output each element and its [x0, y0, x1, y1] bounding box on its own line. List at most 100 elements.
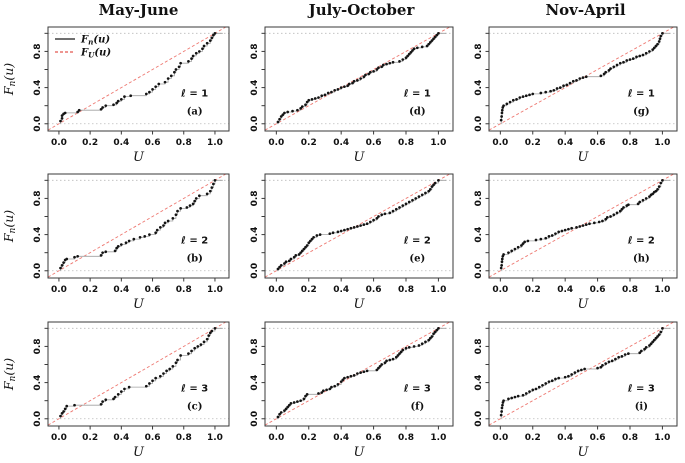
svg-text:0.6: 0.6 [590, 433, 606, 443]
svg-text:0.6: 0.6 [366, 285, 382, 295]
lag-label: ℓ = 2 [627, 236, 655, 247]
svg-text:0.8: 0.8 [622, 433, 638, 443]
svg-text:1.0: 1.0 [654, 433, 670, 443]
svg-text:0.0: 0.0 [250, 411, 260, 427]
lag-label: ℓ = 2 [403, 236, 431, 247]
x-axis-label: U [578, 297, 590, 312]
panel-letter: (b) [186, 254, 202, 265]
ecdf-panel-h: 0.0 0.2 0.4 0.6 0.8 1.0 0.0 0.4 0.8 Uℓ = 2 (h) [474, 173, 678, 312]
svg-text:1.0: 1.0 [654, 285, 670, 295]
svg-text:0.0: 0.0 [474, 263, 484, 279]
panel-letter: (h) [633, 254, 650, 265]
svg-text:0.0: 0.0 [33, 411, 43, 427]
svg-text:0.0: 0.0 [474, 411, 484, 427]
svg-text:1.0: 1.0 [207, 433, 223, 443]
lag-label: ℓ = 1 [180, 89, 208, 100]
svg-text:0.0: 0.0 [33, 263, 43, 279]
x-axis-label: U [354, 297, 366, 312]
svg-text:0.8: 0.8 [398, 433, 414, 443]
svg-text:0.4: 0.4 [113, 285, 129, 295]
column-title-may-june: May-June [98, 1, 179, 19]
svg-text:0.8: 0.8 [176, 285, 192, 295]
svg-text:1.0: 1.0 [207, 285, 223, 295]
x-axis-label: U [578, 150, 590, 165]
svg-text:0.4: 0.4 [474, 227, 484, 243]
panel-letter: (d) [409, 107, 425, 118]
column-title-july-october: July-October [308, 1, 415, 19]
svg-text:0.4: 0.4 [250, 227, 260, 243]
svg-text:0.2: 0.2 [525, 285, 541, 295]
lag-label: ℓ = 3 [180, 384, 208, 395]
svg-text:0.2: 0.2 [82, 433, 98, 443]
ecdf-panel-b: 0.0 0.2 0.4 0.6 0.8 1.0 0.0 0.4 0.8 U Fn(u) ℓ = 2 (b… [1, 173, 230, 312]
svg-text:0.6: 0.6 [145, 138, 161, 148]
svg-text:0.8: 0.8 [398, 285, 414, 295]
svg-text:0.0: 0.0 [492, 433, 508, 443]
svg-text:0.8: 0.8 [250, 190, 260, 206]
svg-text:1.0: 1.0 [430, 285, 446, 295]
svg-text:1.0: 1.0 [430, 138, 446, 148]
x-axis-label: U [354, 150, 366, 165]
ecdf-panel-i: 0.0 0.2 0.4 0.6 0.8 1.0 0.0 0.4 0.8 Uℓ = 3 (i) [474, 321, 678, 460]
svg-text:0.0: 0.0 [51, 433, 67, 443]
svg-text:0.8: 0.8 [33, 190, 43, 206]
svg-text:0.2: 0.2 [301, 285, 317, 295]
svg-text:0.8: 0.8 [250, 43, 260, 59]
ecdf-panel-a: 0.0 0.2 0.4 0.6 0.8 1.0 0.0 0.4 0.8 U Fn(u) ℓ = 1 (a… [1, 26, 230, 165]
svg-text:0.0: 0.0 [250, 116, 260, 132]
x-axis-label: U [578, 445, 590, 460]
svg-text:0.0: 0.0 [492, 138, 508, 148]
svg-text:0.4: 0.4 [474, 375, 484, 391]
svg-text:0.4: 0.4 [113, 433, 129, 443]
panel-letter: (g) [633, 107, 649, 118]
svg-text:0.4: 0.4 [333, 285, 349, 295]
svg-text:0.0: 0.0 [51, 285, 67, 295]
svg-text:0.2: 0.2 [525, 433, 541, 443]
svg-text:0.4: 0.4 [474, 80, 484, 96]
svg-text:1.0: 1.0 [654, 138, 670, 148]
svg-text:0.4: 0.4 [113, 138, 129, 148]
svg-text:0.2: 0.2 [82, 285, 98, 295]
svg-text:0.8: 0.8 [474, 338, 484, 354]
svg-text:0.6: 0.6 [590, 138, 606, 148]
panel-letter: (c) [187, 402, 203, 413]
y-axis-label: Fn(u) [1, 358, 18, 391]
svg-text:0.4: 0.4 [33, 375, 43, 391]
svg-text:0.0: 0.0 [250, 263, 260, 279]
lag-label: ℓ = 3 [403, 384, 431, 395]
svg-text:0.0: 0.0 [268, 138, 284, 148]
svg-text:0.0: 0.0 [33, 116, 43, 132]
svg-text:0.8: 0.8 [33, 43, 43, 59]
panel-letter: (a) [187, 107, 203, 118]
svg-text:0.0: 0.0 [268, 433, 284, 443]
svg-text:0.8: 0.8 [622, 138, 638, 148]
svg-text:0.6: 0.6 [145, 433, 161, 443]
svg-text:0.6: 0.6 [366, 433, 382, 443]
svg-text:0.2: 0.2 [525, 138, 541, 148]
svg-text:0.0: 0.0 [268, 285, 284, 295]
x-axis-label: U [133, 150, 145, 165]
svg-text:0.2: 0.2 [82, 138, 98, 148]
ecdf-panel-d: 0.0 0.2 0.4 0.6 0.8 1.0 0.0 0.4 0.8 Uℓ = 1 (d) [250, 26, 454, 165]
svg-text:0.4: 0.4 [557, 285, 573, 295]
lag-label: ℓ = 1 [627, 89, 655, 100]
ecdf-panel-g: 0.0 0.2 0.4 0.6 0.8 1.0 0.0 0.4 0.8 Uℓ = 1 (g) [474, 26, 678, 165]
svg-text:0.8: 0.8 [33, 338, 43, 354]
svg-text:0.8: 0.8 [250, 338, 260, 354]
svg-text:1.0: 1.0 [207, 138, 223, 148]
svg-text:0.8: 0.8 [622, 285, 638, 295]
svg-text:1.0: 1.0 [430, 433, 446, 443]
svg-text:0.4: 0.4 [557, 138, 573, 148]
svg-text:0.8: 0.8 [398, 138, 414, 148]
svg-text:0.8: 0.8 [176, 138, 192, 148]
svg-text:0.6: 0.6 [366, 138, 382, 148]
panel-letter: (f) [410, 402, 424, 413]
x-axis-label: U [133, 297, 145, 312]
x-axis-label: U [354, 445, 366, 460]
svg-text:0.4: 0.4 [333, 433, 349, 443]
y-axis-label: Fn(u) [1, 210, 18, 243]
svg-text:0.8: 0.8 [474, 190, 484, 206]
legend-entry-fu: FU(u) [80, 48, 111, 60]
legend-entry-fn: Fn(u) [80, 35, 110, 47]
lag-label: ℓ = 2 [180, 236, 208, 247]
